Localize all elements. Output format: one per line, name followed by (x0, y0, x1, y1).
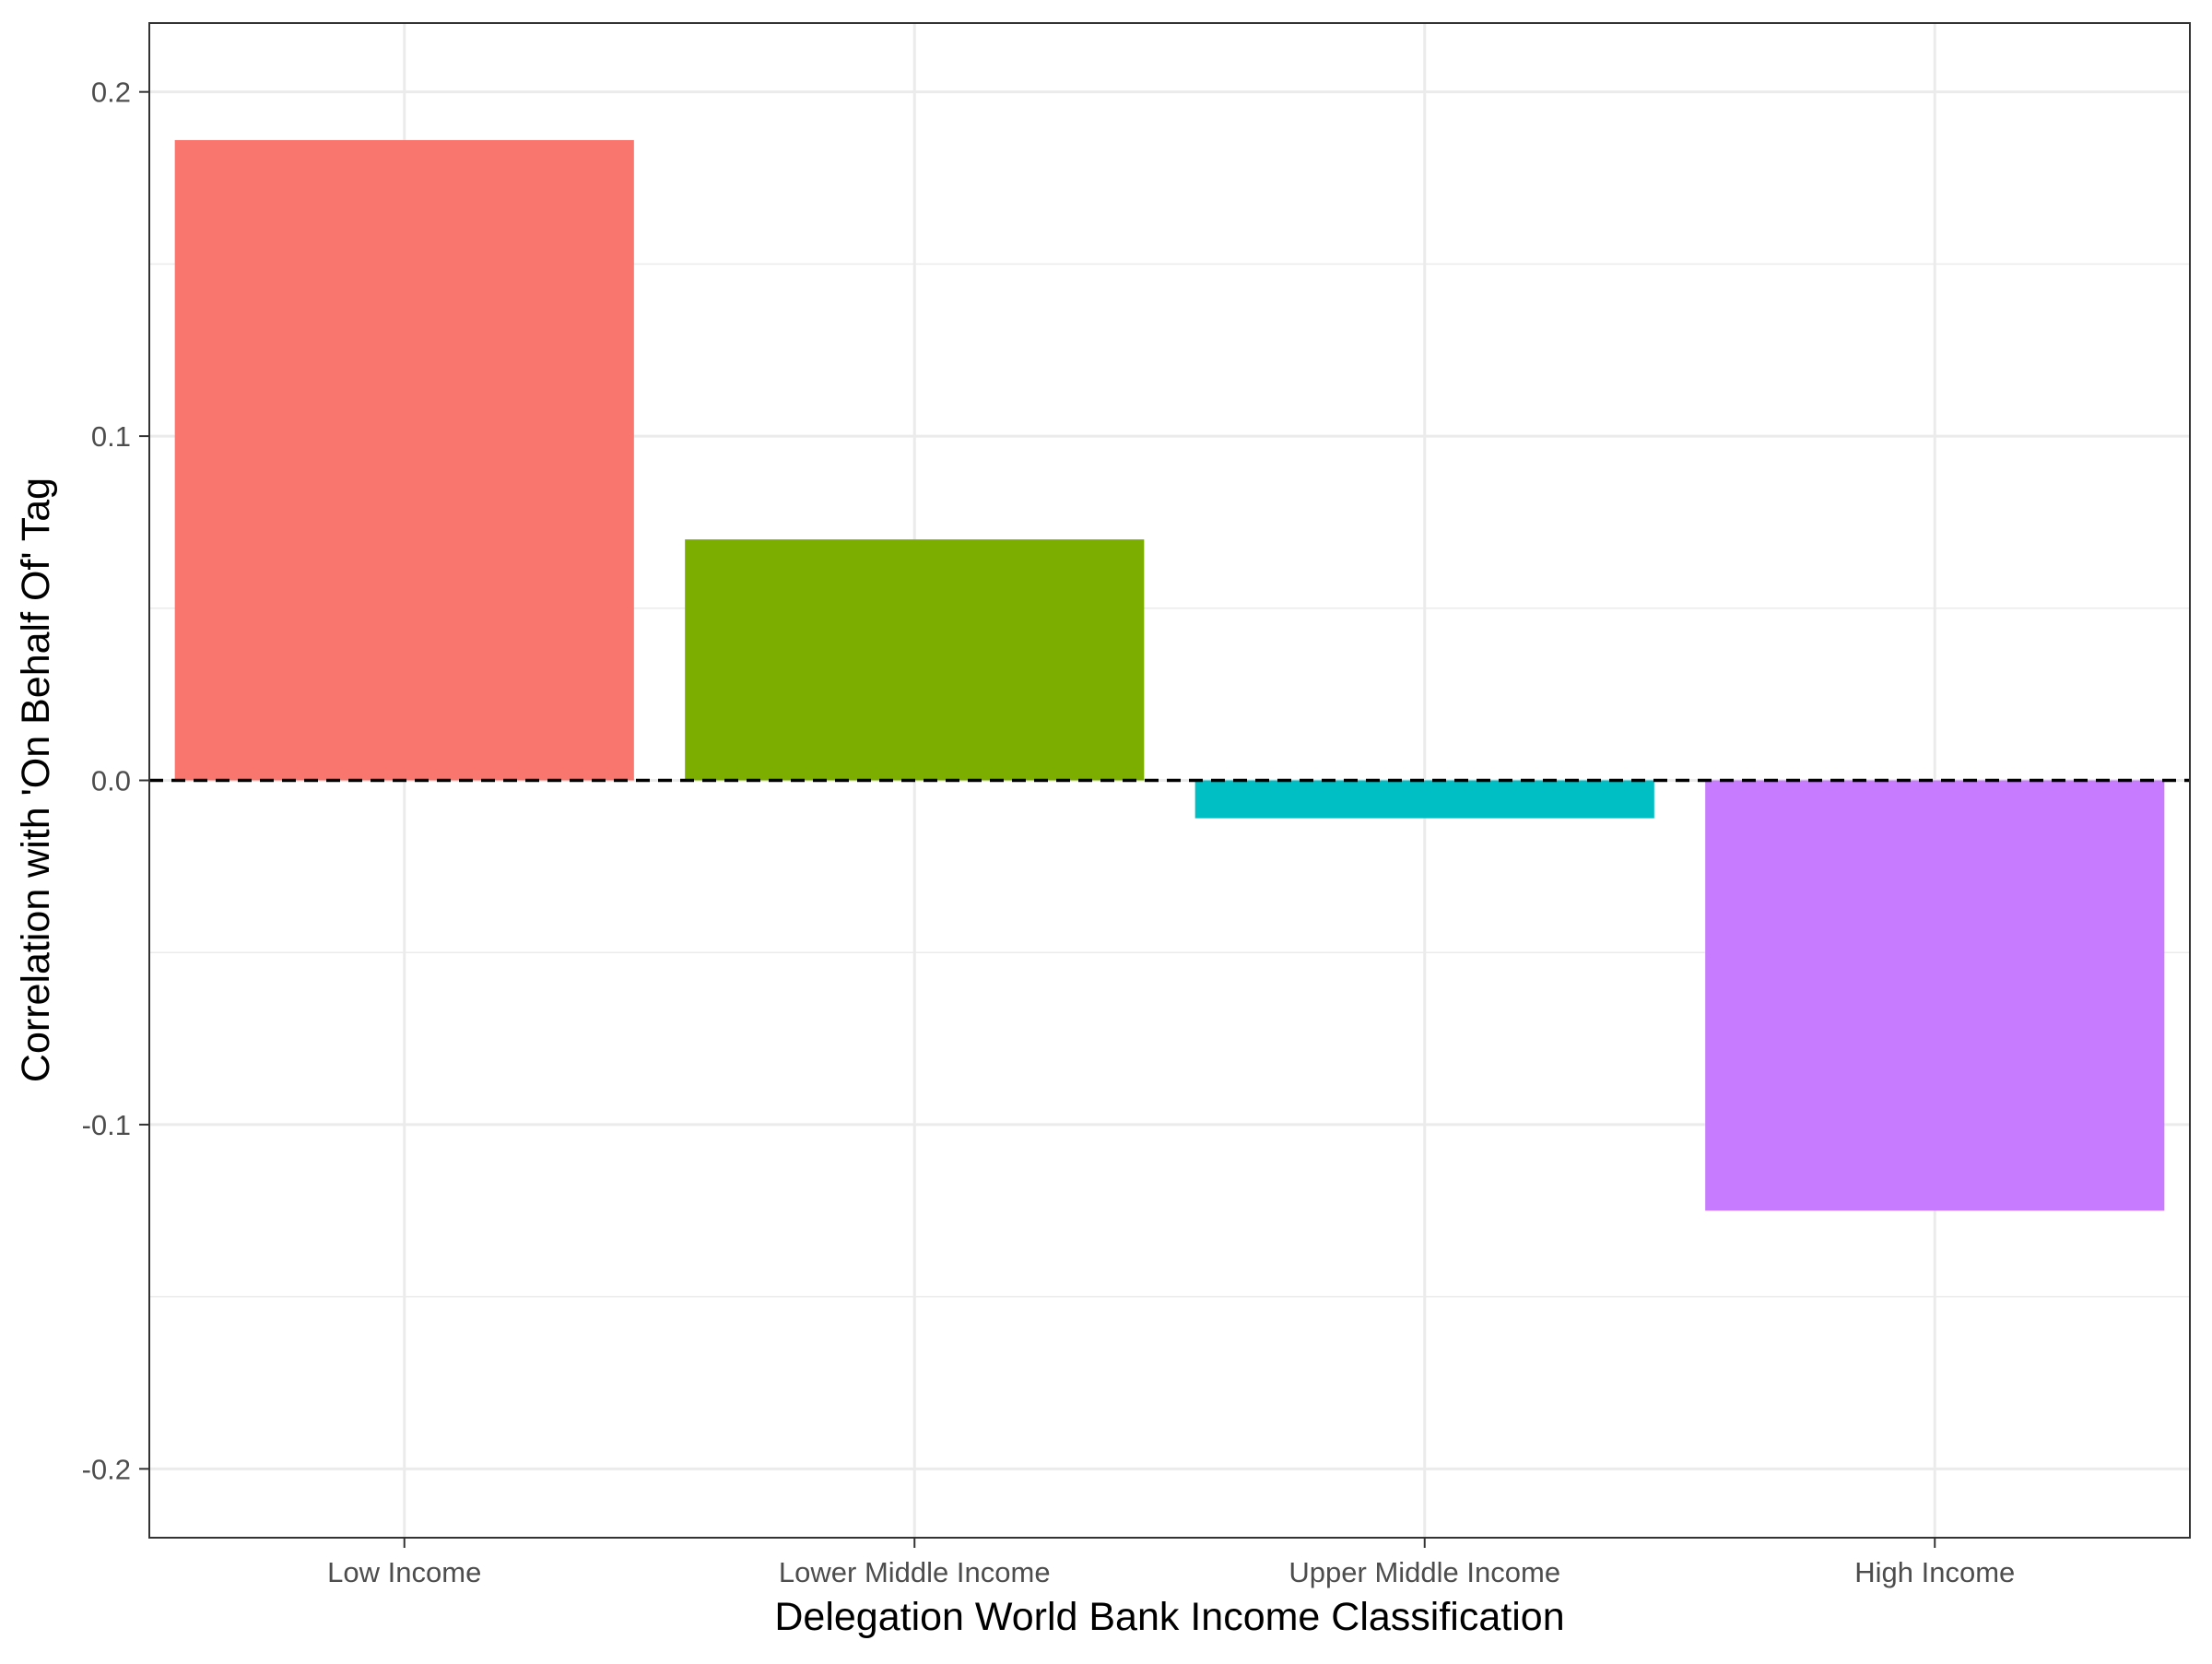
y-tick-label: 0.2 (91, 77, 131, 109)
x-axis-tick-labels: Low Income Lower Middle Income Upper Middl… (327, 1556, 2015, 1588)
y-axis-tick-labels: -0.2 -0.1 0.0 0.1 0.2 (82, 77, 131, 1486)
y-tick-label: -0.2 (82, 1453, 131, 1485)
x-tick-label: Lower Middle Income (779, 1556, 1051, 1588)
bar-upper-middle-income (1194, 780, 1654, 819)
x-tick-label: Upper Middle Income (1288, 1556, 1560, 1588)
y-tick-label: 0.1 (91, 420, 131, 453)
y-axis-title: Correlation with 'On Behalf Of' Tag (14, 478, 58, 1082)
bar-low-income (174, 139, 634, 781)
bar-lower-middle-income (685, 539, 1145, 781)
bar-high-income (1705, 780, 2165, 1211)
x-axis-title: Delegation World Bank Income Classificat… (774, 1595, 1564, 1639)
bars (174, 139, 2165, 1211)
y-tick-label: -0.1 (82, 1109, 131, 1141)
y-tick-label: 0.0 (91, 765, 131, 797)
x-axis-ticks (403, 1538, 1936, 1548)
x-tick-label: High Income (1854, 1556, 2015, 1588)
y-axis-ticks (139, 90, 149, 1470)
x-tick-label: Low Income (327, 1556, 481, 1588)
